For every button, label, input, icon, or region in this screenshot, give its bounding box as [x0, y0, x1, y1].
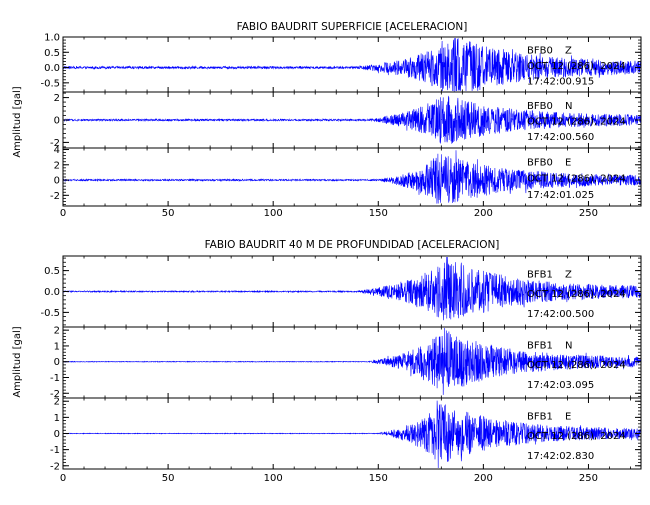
- record-date: OCT 12 (286), 2024: [527, 174, 626, 185]
- panel-bfb1-z: -0.5 0.0 0.5 BFB1 Z OCT 12 (286), 2024 17:42:0…: [40, 255, 642, 328]
- x-tick-label: 50: [162, 473, 175, 484]
- record-date: OCT 12 (286), 2024: [527, 116, 626, 127]
- record-start-time: 17:42:03.095: [527, 380, 594, 391]
- x-tick-label: 100: [264, 473, 283, 484]
- station-code: BFB1: [527, 411, 553, 422]
- x-tick-label: 250: [579, 208, 598, 219]
- record-start-time: 17:42:00.500: [527, 309, 594, 320]
- waveform-trace: [62, 37, 642, 92]
- y-tick-label: -0.5: [40, 78, 60, 89]
- station-code: BFB0: [527, 46, 553, 57]
- x-tick-label: 100: [264, 208, 283, 219]
- y-tick-label: 0.5: [44, 48, 60, 59]
- y-tick-label: 0.0: [44, 287, 60, 298]
- y-tick-label: -2: [50, 461, 60, 472]
- panel-bfb1-n: -2 -1 0 1 2 BFB1 N OCT 12 (286), 2024 17:42:03.0…: [50, 326, 642, 400]
- station-code: BFB0: [527, 157, 553, 168]
- y-axis-label: Amplitud [gal]: [12, 86, 23, 157]
- channel-code: Z: [565, 269, 572, 280]
- y-tick-label: 2: [54, 397, 60, 408]
- channel-code: E: [565, 157, 571, 168]
- station-code: BFB0: [527, 101, 553, 112]
- waveform-trace: [62, 256, 642, 321]
- y-tick-label: 2: [54, 93, 60, 104]
- y-tick-label: -2: [50, 191, 60, 202]
- x-tick-label: 0: [60, 473, 66, 484]
- record-start-time: 17:42:01.025: [527, 190, 594, 201]
- y-tick-label: 2: [54, 160, 60, 171]
- y-tick-label: 0.0: [44, 63, 60, 74]
- y-tick-label: 0: [54, 116, 60, 127]
- x-tick-label: 200: [474, 473, 493, 484]
- y-tick-label: 1: [54, 413, 60, 424]
- record-date: OCT 12 (286), 2024: [527, 289, 626, 300]
- y-tick-label: 0: [54, 176, 60, 187]
- y-tick-label: -1: [50, 445, 60, 456]
- record-start-time: 17:42:00.560: [527, 132, 594, 143]
- record-start-time: 17:42:02.830: [527, 451, 594, 462]
- panel-bfb0-n: -2 0 2 BFB0 N OCT 12 (286), 2024 17:42:00.560: [50, 91, 642, 149]
- chart-title: FABIO BAUDRIT 40 M DE PROFUNDIDAD [ACELE…: [205, 239, 500, 251]
- panel-bfb1-e: -2 -1 0 1 2 BFB1 E OCT 12 (286), 2024 17:42:02.8…: [50, 397, 642, 472]
- waveform-trace: [62, 400, 642, 469]
- y-tick-label: 1.0: [44, 33, 60, 44]
- y-tick-label: -0.5: [40, 308, 60, 319]
- channel-code: E: [565, 411, 571, 422]
- y-tick-label: -1: [50, 373, 60, 384]
- x-tick-label: 0: [60, 208, 66, 219]
- y-tick-label: 2: [54, 326, 60, 337]
- record-start-time: 17:42:00.915: [527, 76, 594, 87]
- waveform-trace: [62, 150, 642, 204]
- x-tick-label: 250: [579, 473, 598, 484]
- channel-code: N: [565, 340, 572, 351]
- x-tick-label: 50: [162, 208, 175, 219]
- record-date: OCT 12 (286), 2024: [527, 431, 626, 442]
- y-tick-label: 4: [54, 145, 60, 156]
- y-tick-label: 0.5: [44, 266, 60, 277]
- station-code: BFB1: [527, 340, 553, 351]
- station-code: BFB1: [527, 269, 553, 280]
- y-tick-label: -2: [50, 138, 60, 149]
- panel-bfb0-e: -2 0 2 4 BFB0 E OCT 12 (286), 2024 17:42:01.025: [50, 145, 642, 207]
- panel-bfb0-z: -0.5 0.0 0.5 1.0 BFB0 Z OCT 12 (286), 2024 17:4…: [40, 33, 642, 93]
- channel-code: Z: [565, 46, 572, 57]
- x-tick-label: 150: [369, 208, 388, 219]
- y-tick-label: 0: [54, 429, 60, 440]
- x-tick-label: 200: [474, 208, 493, 219]
- chart-title: FABIO BAUDRIT SUPERFICIE [ACELERACION]: [237, 21, 468, 33]
- waveform-trace: [62, 95, 642, 144]
- y-tick-label: 1: [54, 341, 60, 352]
- channel-code: N: [565, 101, 572, 112]
- record-date: OCT 12 (286), 2024: [527, 61, 626, 72]
- y-axis-label: Amplitud [gal]: [12, 326, 23, 397]
- x-tick-label: 150: [369, 473, 388, 484]
- y-tick-label: 0: [54, 357, 60, 368]
- record-date: OCT 12 (286), 2024: [527, 360, 626, 371]
- waveform-trace: [62, 327, 642, 395]
- y-tick-label: -2: [50, 389, 60, 400]
